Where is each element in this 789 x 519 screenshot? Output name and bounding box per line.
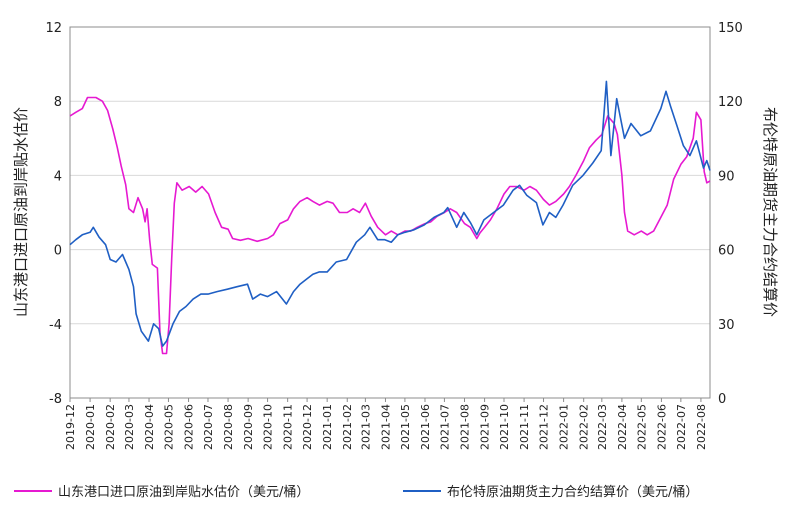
right-tick-label: 30: [718, 318, 735, 333]
legend-label-series2: 布伦特原油期货主力合约结算价（美元/桶）: [447, 484, 698, 500]
x-axis-ticks: 2019-12 2020-01 2020-02 2020-03 2020-04 2020-…: [64, 398, 708, 450]
x-tick-label: 2020-06: [183, 404, 196, 450]
series-line-brent-price: [69, 80, 711, 347]
x-tick-label: 2021-08: [458, 404, 471, 450]
left-tick-label: -4: [49, 318, 62, 333]
x-tick-label: 2022-01: [558, 404, 571, 450]
x-tick-label: 2022-03: [596, 404, 609, 450]
left-tick-label: -8: [49, 392, 62, 407]
x-tick-label: 2021-12: [538, 404, 551, 450]
x-tick-label: 2021-05: [399, 404, 412, 450]
x-tick-label: 2022-05: [635, 404, 648, 450]
legend: 山东港口进口原油到岸贴水估价（美元/桶） 布伦特原油期货主力合约结算价（美元/桶…: [14, 484, 698, 500]
legend-label-series1: 山东港口进口原油到岸贴水估价（美元/桶）: [58, 485, 309, 500]
x-tick-label: 2020-07: [202, 404, 215, 450]
left-tick-label: 0: [54, 244, 62, 259]
left-tick-label: 12: [45, 21, 62, 36]
x-tick-label: 2021-03: [359, 404, 372, 450]
x-tick-label: 2019-12: [64, 404, 77, 450]
right-tick-label: 90: [718, 169, 735, 184]
x-tick-label: 2021-09: [479, 404, 492, 450]
x-tick-label: 2022-07: [675, 404, 688, 450]
left-axis-ticks: 12 8 4 0 -4 -8: [45, 21, 62, 407]
plot-frame: [69, 26, 711, 399]
x-tick-label: 2021-10: [498, 404, 511, 450]
x-tick-label: 2021-04: [379, 404, 392, 450]
x-tick-label: 2020-03: [123, 404, 136, 450]
x-tick-label: 2022-06: [655, 404, 668, 450]
x-tick-label: 2022-08: [695, 404, 708, 450]
x-tick-label: 2022-02: [578, 404, 591, 450]
x-tick-label: 2020-04: [143, 404, 156, 450]
x-tick-label: 2021-01: [321, 404, 334, 450]
right-axis-title: 布伦特原油期货主力合约结算价: [761, 107, 779, 317]
right-axis-ticks: 150 120 90 60 30 0: [718, 21, 743, 407]
right-tick-label: 150: [718, 21, 743, 36]
left-axis-title: 山东港口进口原油到岸贴水估价: [12, 107, 30, 317]
series-lines: [69, 80, 711, 355]
x-tick-label: 2021-06: [419, 404, 432, 450]
right-tick-label: 0: [718, 392, 726, 407]
x-tick-label: 2020-01: [84, 404, 97, 450]
gridlines: [70, 100, 710, 325]
x-tick-label: 2021-02: [341, 404, 354, 450]
x-tick-label: 2020-02: [104, 404, 117, 450]
x-tick-label: 2020-09: [242, 404, 255, 450]
right-tick-label: 120: [718, 95, 743, 110]
x-tick-label: 2021-07: [438, 404, 451, 450]
x-tick-label: 2020-12: [301, 404, 314, 450]
right-tick-label: 60: [718, 244, 735, 259]
x-tick-label: 2020-10: [262, 404, 275, 450]
x-tick-label: 2020-11: [282, 404, 295, 450]
x-tick-label: 2022-04: [616, 404, 629, 450]
x-tick-label: 2020-05: [162, 404, 175, 450]
x-tick-label: 2021-11: [518, 404, 531, 450]
x-tick-label: 2020-08: [222, 404, 235, 450]
left-tick-label: 8: [54, 95, 62, 110]
series-line-shandong-discount: [69, 96, 711, 355]
left-tick-label: 4: [54, 169, 62, 184]
